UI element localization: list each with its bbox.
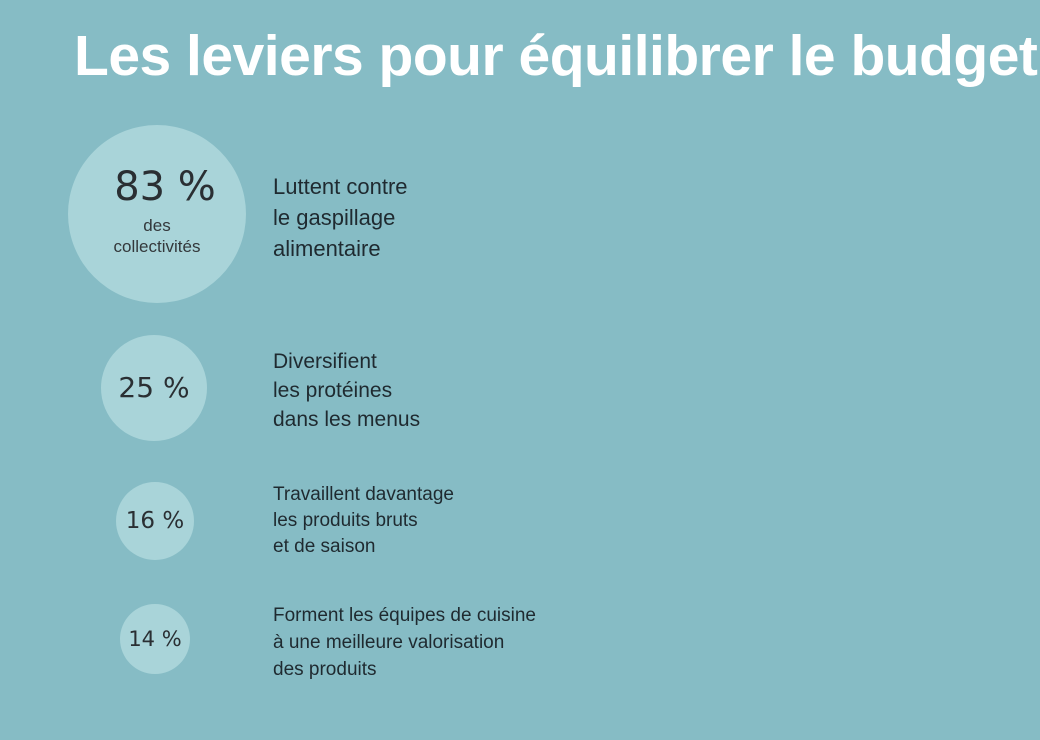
bubble-proteines: 25 %: [101, 335, 207, 441]
lever-description-line: alimentaire: [273, 236, 381, 261]
lever-description-line: les produits bruts: [273, 510, 418, 531]
bubble-value-label: 25 %: [118, 371, 190, 404]
bubble-sublabel: des: [143, 216, 171, 235]
infographic-title: Les leviers pour équilibrer le budget: [74, 24, 1038, 88]
bubble-formation: 14 %: [120, 604, 190, 674]
lever-description-line: Luttent contre: [273, 174, 408, 199]
lever-description-line: les protéines: [273, 379, 393, 402]
lever-description: Travaillent davantage les produits bruts…: [273, 482, 454, 560]
bubble-sublabel: collectivités: [113, 237, 201, 256]
lever-description-line: dans les menus: [273, 408, 421, 431]
bubble-produits-bruts: 16 %: [116, 482, 194, 560]
lever-description: Diversifient les protéines dans les menu…: [273, 347, 420, 434]
lever-description-line: Forment les équipes de cuisine: [273, 605, 536, 626]
lever-description-line: le gaspillage: [273, 205, 396, 230]
lever-description-line: des produits: [273, 659, 377, 680]
bubble-gaspillage: 83 % des collectivités: [68, 125, 246, 303]
lever-description-line: à une meilleure valorisation: [273, 632, 505, 653]
lever-description-line: Diversifient: [273, 350, 377, 373]
lever-description: Luttent contre le gaspillage alimentaire: [273, 171, 408, 264]
bubble-value-label: 16 %: [125, 508, 185, 534]
bubble-value-label: 14 %: [128, 627, 182, 651]
bubble-value-label: 83 %: [114, 164, 216, 210]
lever-description-line: et de saison: [273, 536, 376, 557]
lever-description: Forment les équipes de cuisine à une mei…: [273, 602, 536, 683]
lever-description-line: Travaillent davantage: [273, 484, 454, 505]
